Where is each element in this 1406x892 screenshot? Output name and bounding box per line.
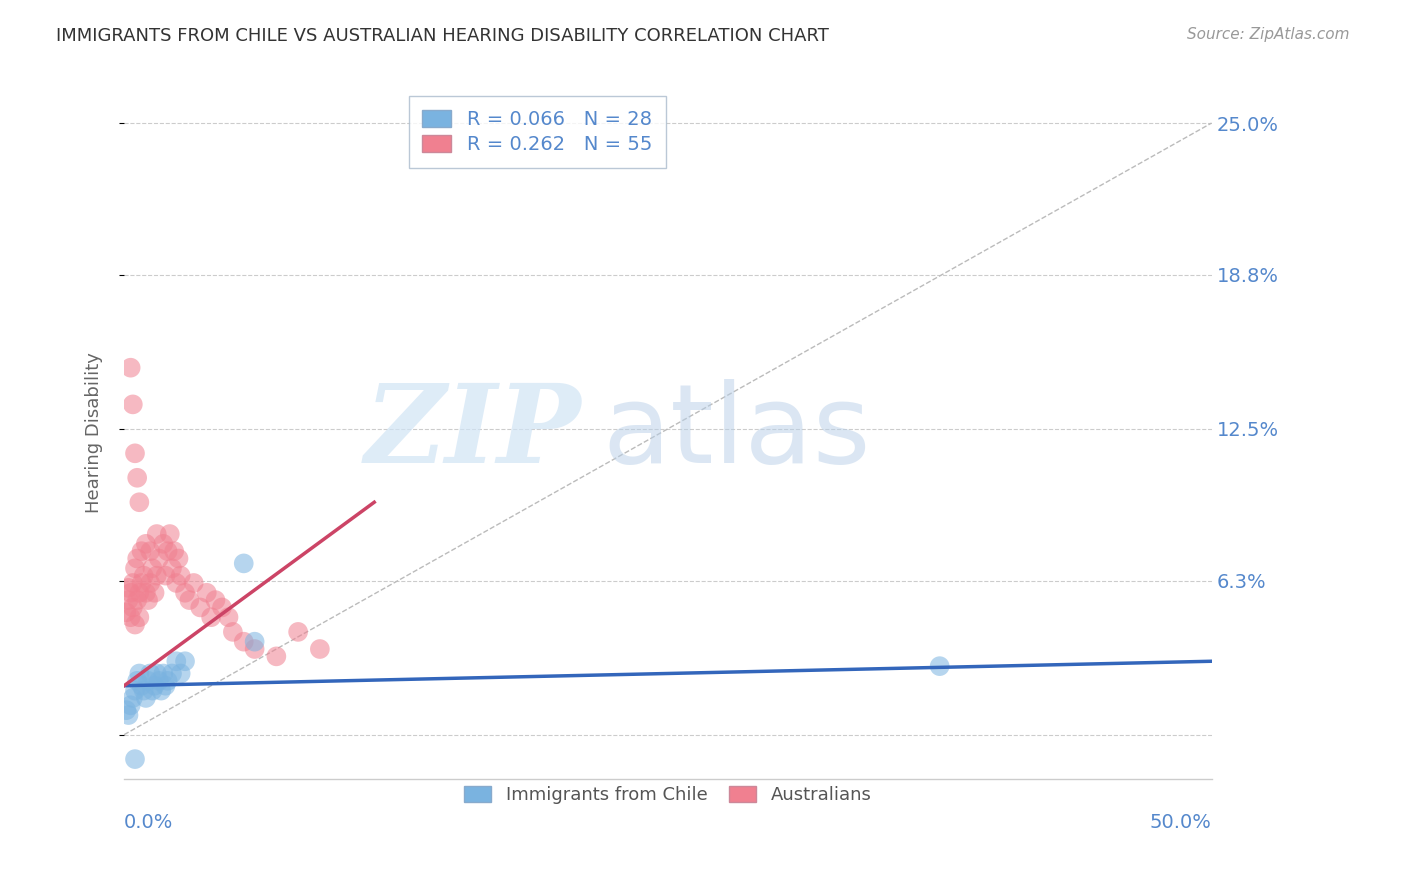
Point [124, 752, 146, 766]
Point [139, 666, 162, 681]
Text: IMMIGRANTS FROM CHILE VS AUSTRALIAN HEARING DISABILITY CORRELATION CHART: IMMIGRANTS FROM CHILE VS AUSTRALIAN HEAR… [56, 27, 830, 45]
Point [156, 673, 179, 688]
Point [117, 708, 139, 723]
Point [117, 593, 139, 607]
Point [211, 600, 233, 615]
Text: ZIP: ZIP [364, 379, 581, 486]
Point [160, 561, 183, 575]
Point [243, 642, 266, 657]
Point [160, 666, 183, 681]
Point [121, 576, 143, 591]
Point [132, 683, 155, 698]
Point [131, 576, 153, 591]
Point [243, 634, 266, 648]
Point [127, 673, 149, 688]
Point [115, 703, 138, 717]
Point [135, 690, 157, 705]
Point [128, 495, 150, 509]
Point [132, 568, 155, 582]
Point [128, 666, 150, 681]
Point [120, 360, 142, 375]
Point [200, 610, 222, 624]
Point [121, 690, 143, 705]
Point [232, 634, 254, 648]
Point [195, 586, 218, 600]
Point [128, 586, 150, 600]
Point [135, 537, 157, 551]
Point [131, 544, 153, 558]
Point [170, 568, 193, 582]
Point [163, 544, 186, 558]
Point [139, 544, 162, 558]
Point [309, 642, 332, 657]
Point [120, 610, 142, 624]
Point [928, 659, 950, 673]
Point [174, 654, 197, 668]
Point [139, 576, 162, 591]
Point [167, 551, 190, 566]
Text: Source: ZipAtlas.com: Source: ZipAtlas.com [1187, 27, 1350, 42]
Point [159, 527, 181, 541]
Point [121, 600, 143, 615]
Point [183, 576, 205, 591]
Point [136, 673, 159, 688]
Point [156, 544, 179, 558]
Point [127, 551, 149, 566]
Point [127, 593, 149, 607]
Point [287, 624, 309, 639]
Text: 50.0%: 50.0% [1150, 814, 1212, 832]
Point [152, 666, 174, 681]
Point [115, 605, 138, 619]
Point [188, 600, 211, 615]
Point [145, 527, 167, 541]
Point [143, 586, 166, 600]
Point [124, 683, 146, 698]
Point [120, 698, 142, 713]
Point [148, 673, 170, 688]
Point [117, 581, 139, 595]
Point [124, 561, 146, 575]
Point [121, 397, 143, 411]
Point [124, 617, 146, 632]
Point [141, 561, 163, 575]
Point [127, 471, 149, 485]
Point [150, 683, 173, 698]
Point [165, 654, 187, 668]
Point [204, 593, 226, 607]
Text: atlas: atlas [603, 379, 872, 486]
Point [155, 568, 177, 582]
Point [131, 679, 153, 693]
Point [148, 551, 170, 566]
Point [222, 624, 245, 639]
Point [152, 537, 174, 551]
Point [165, 576, 187, 591]
Point [170, 666, 193, 681]
Point [266, 649, 288, 664]
Point [120, 586, 142, 600]
Point [218, 610, 240, 624]
Text: 0.0%: 0.0% [124, 814, 173, 832]
Point [232, 557, 254, 571]
Point [136, 593, 159, 607]
Point [141, 683, 163, 698]
Point [124, 446, 146, 460]
Point [155, 679, 177, 693]
Y-axis label: Hearing Disability: Hearing Disability [86, 352, 103, 513]
Point [128, 610, 150, 624]
Legend: Immigrants from Chile, Australians: Immigrants from Chile, Australians [457, 779, 879, 811]
Point [174, 586, 197, 600]
Point [179, 593, 201, 607]
Point [145, 666, 167, 681]
Point [145, 568, 167, 582]
Point [143, 679, 166, 693]
Point [135, 586, 157, 600]
